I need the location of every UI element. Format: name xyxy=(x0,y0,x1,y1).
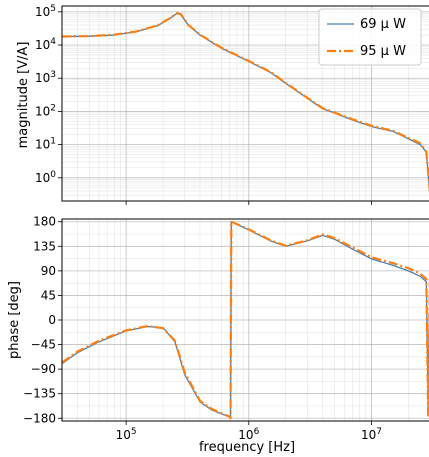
phase-x-tick-label: 107 xyxy=(361,427,382,442)
phase-y-ticks: −180 −135 −90 −45 0 45 90 135 180 xyxy=(23,215,62,425)
phase-y-tick-label: −90 xyxy=(31,362,56,376)
phase-y-tick-label: 90 xyxy=(41,264,56,278)
magnitude-y-tick-label: 100 xyxy=(35,170,56,185)
phase-y-tick-label: −45 xyxy=(31,338,56,352)
phase-series-69uw-line xyxy=(62,221,429,419)
magnitude-y-axis-label: magnitude [V/A] xyxy=(16,42,31,149)
phase-major-grid xyxy=(62,219,429,421)
magnitude-y-tick-label: 104 xyxy=(35,37,56,52)
phase-y-tick-label: 0 xyxy=(48,313,56,327)
magnitude-panel: 100 101 102 103 104 105 magnitude [V/A] 69 μ … xyxy=(16,4,429,205)
legend: 69 μ W 95 μ W xyxy=(318,8,422,66)
phase-y-tick-label: 180 xyxy=(33,215,56,229)
phase-x-ticks: 105 106 107 xyxy=(116,421,382,442)
phase-series-95uw-line xyxy=(62,220,429,420)
phase-series xyxy=(62,220,429,420)
magnitude-minor-grid xyxy=(62,6,429,201)
phase-x-tick-label: 105 xyxy=(116,427,137,442)
magnitude-axes-frame xyxy=(61,5,429,202)
phase-y-tick-label: −180 xyxy=(23,411,56,425)
magnitude-y-tick-label: 102 xyxy=(35,103,56,118)
phase-panel: 105 106 107 −180 −135 −90 −45 0 45 90 135 180 phas… xyxy=(7,215,429,455)
magnitude-y-tick-label: 101 xyxy=(35,137,56,152)
magnitude-y-tick-label: 103 xyxy=(35,70,56,85)
magnitude-x-ticks xyxy=(125,201,372,205)
phase-y-tick-label: 45 xyxy=(41,288,56,302)
magnitude-series xyxy=(62,11,429,194)
legend-label-95uw: 95 μ W xyxy=(360,44,406,59)
magnitude-y-tick-label: 105 xyxy=(35,4,56,19)
magnitude-series-95uw-line xyxy=(62,11,429,194)
frequency-x-axis-label: frequency [Hz] xyxy=(199,440,295,455)
legend-label-69uw: 69 μ W xyxy=(360,17,406,32)
phase-y-tick-label: 135 xyxy=(33,239,56,253)
magnitude-y-ticks: 100 101 102 103 104 105 xyxy=(35,4,62,185)
phase-y-tick-label: −135 xyxy=(23,387,56,401)
phase-y-axis-label: phase [deg] xyxy=(7,281,22,359)
